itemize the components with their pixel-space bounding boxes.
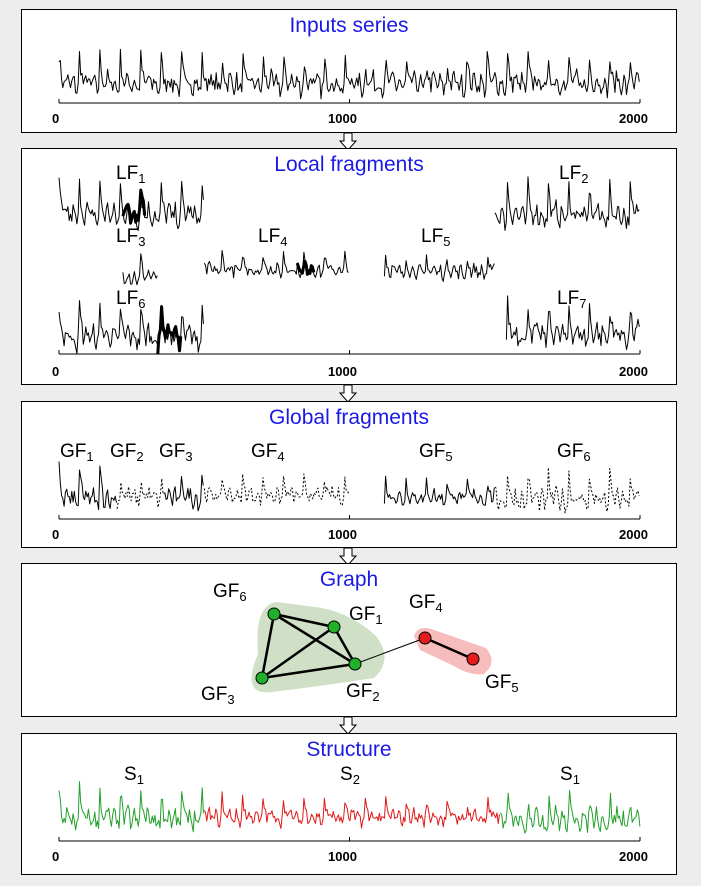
label-lf7: LF7 [557,288,587,311]
structure-panel: Structure S1 S2 S1 0 1000 2000 [21,733,677,875]
tick-2000: 2000 [619,111,648,126]
structure-s2-line [203,791,500,829]
input-series-line [58,48,640,100]
label-s1-right: S1 [560,764,580,787]
graph-node-gf4 [418,631,432,645]
label-node-gf5: GF5 [485,672,519,695]
graph-node-gf5 [466,652,480,666]
gf2-line [116,478,164,509]
graph-plot [251,602,492,693]
gf4-line [203,473,350,506]
label-node-gf6: GF6 [213,581,247,604]
label-node-gf1: GF1 [349,604,383,627]
tick-1000: 1000 [328,364,357,379]
structure-s1-right-line [500,789,641,834]
tick-2000: 2000 [619,527,648,542]
global-fragments-plot [58,461,641,520]
tick-0: 0 [52,364,60,379]
graph-node-gf1 [327,620,341,634]
down-arrow-icon [338,132,358,151]
lf5-line [383,254,495,282]
structure-s1-left-line [58,781,204,833]
down-arrow-icon [338,716,358,735]
label-gf4: GF4 [251,441,285,464]
label-lf6: LF6 [116,288,146,311]
global-fragments-panel: Global fragments GF1 GF2 GF3 GF4 GF5 GF6… [21,401,677,548]
label-node-gf4: GF4 [409,592,443,615]
graph-edge [273,612,356,666]
tick-1000: 1000 [328,111,357,126]
label-s1-left: S1 [124,764,144,787]
label-node-gf2: GF2 [346,681,380,704]
label-lf4: LF4 [258,226,288,249]
tick-0: 0 [52,111,60,126]
graph-edge-bridge [354,637,426,665]
tick-1000: 1000 [328,849,357,864]
graph-edge [332,626,357,665]
tick-0: 0 [52,849,60,864]
structure-title: Structure [306,738,392,761]
label-lf3: LF3 [116,226,146,249]
gf1-line [58,461,117,511]
tick-2000: 2000 [619,364,648,379]
graph-node-gf3 [255,671,269,685]
label-lf2: LF2 [559,163,589,186]
tick-1000: 1000 [328,527,357,542]
lf4-highlight [295,259,316,276]
lf6-highlight [156,305,183,354]
down-arrow-icon [338,384,358,403]
lf1-highlight [121,188,147,225]
graph-node-gf6 [267,607,281,621]
label-gf3: GF3 [159,441,193,464]
label-gf1: GF1 [60,441,94,464]
graph-edge [273,612,335,629]
graph-edge [424,636,474,661]
label-gf5: GF5 [419,441,453,464]
graph-edge [260,613,276,679]
local-fragments-plot [58,176,641,355]
global-title: Global fragments [269,406,429,429]
lf3-line [122,253,158,286]
inputs-panel: Inputs series 0 1000 2000 [21,9,677,133]
inputs-series-plot [58,48,641,104]
tick-0: 0 [52,527,60,542]
label-gf6: GF6 [557,441,591,464]
graph-edge [261,625,335,680]
gf5-line [383,475,495,506]
graph-title: Graph [319,568,379,591]
lf7-line [505,295,640,351]
lf2-line [494,176,640,231]
label-gf2: GF2 [110,441,144,464]
graph-node-gf2 [348,657,362,671]
tick-2000: 2000 [619,849,648,864]
label-s2: S2 [340,764,360,787]
gf3-line [163,474,204,512]
down-arrow-icon [338,547,358,566]
label-lf5: LF5 [421,226,451,249]
graph-panel: Graph GF6 GF1 GF3 GF2 GF4 GF5 [21,563,677,717]
label-lf1: LF1 [116,163,146,186]
gf6-line [494,467,640,514]
local-title: Local fragments [274,153,424,176]
local-fragments-panel: Local fragments LF1 LF2 LF3 LF4 LF5 LF6 … [21,148,677,385]
cluster-green-hull [251,602,385,693]
structure-plot [58,781,641,842]
lf4-line [203,250,349,279]
inputs-title: Inputs series [289,14,409,37]
label-node-gf3: GF3 [201,684,235,707]
graph-edge [261,662,356,680]
